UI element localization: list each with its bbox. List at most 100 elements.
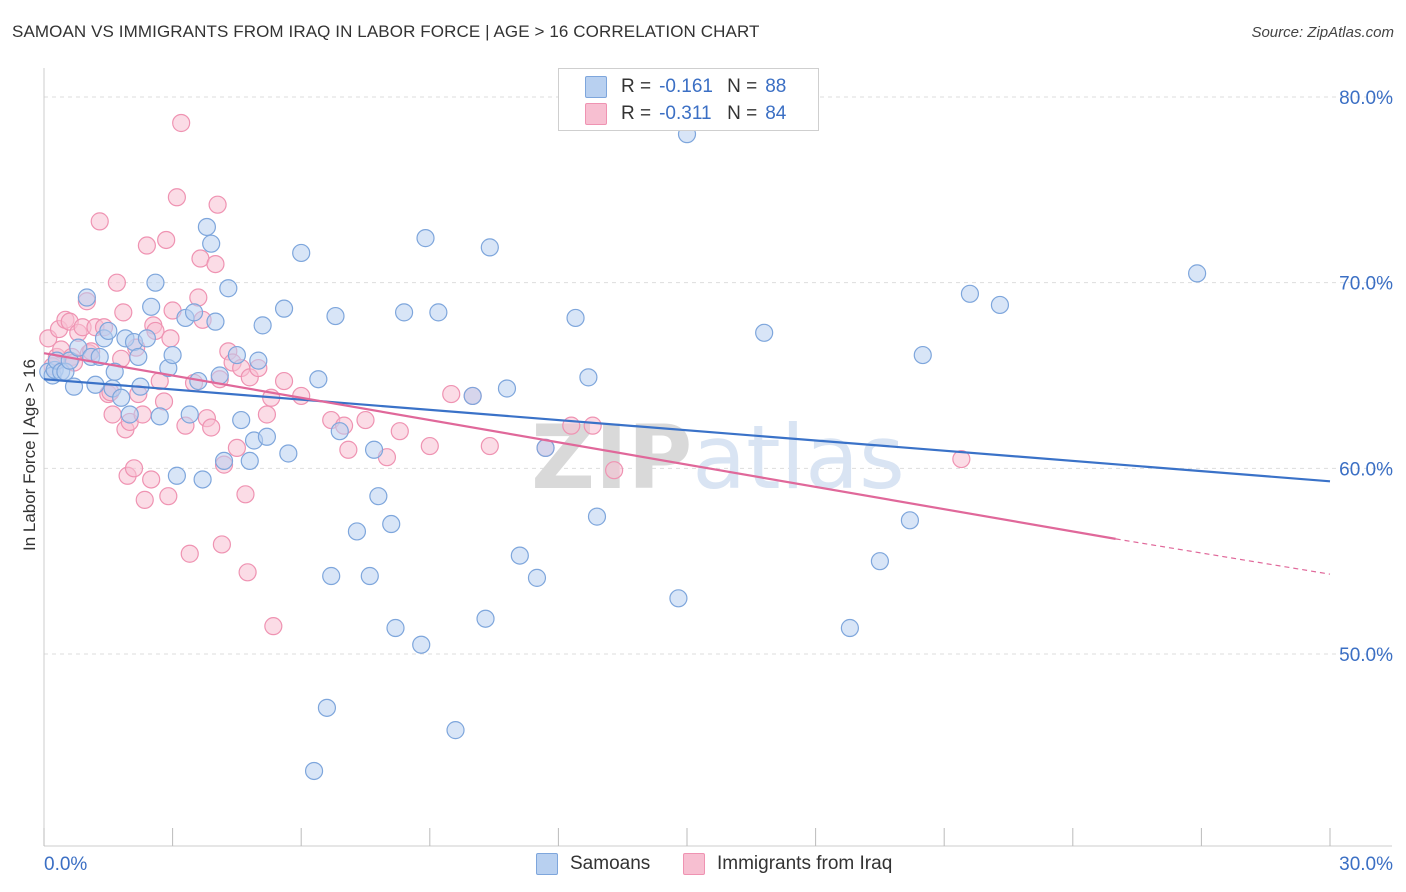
iraq-point — [159, 487, 178, 506]
bottom-legend-samoans: Samoans — [536, 852, 650, 876]
iraq-point — [202, 418, 221, 437]
iraq-point — [107, 273, 126, 292]
iraq-swatch — [683, 853, 705, 875]
legend-r-label: R = — [621, 76, 652, 97]
samoan-point — [527, 568, 547, 587]
samoan-point — [480, 238, 499, 257]
iraq-point — [952, 449, 971, 469]
legend-row-iraq: R = -0.311 N = 84 — [585, 102, 786, 126]
iraq-swatch — [585, 103, 607, 125]
iraq-point — [206, 255, 225, 274]
samoan-point — [510, 546, 529, 565]
samoan-point — [137, 329, 156, 348]
samoan-point — [112, 388, 131, 407]
watermark-zip: ZIP — [531, 406, 692, 509]
iraq-point — [90, 212, 109, 231]
correlation-legend: R = -0.161 N = 88 R = -0.311 N = 84 — [558, 68, 819, 131]
samoan-point — [202, 234, 221, 253]
iraq-point — [167, 188, 186, 207]
samoan-point — [163, 345, 182, 365]
iraq-point — [257, 405, 277, 424]
legend-r-value: -0.161 — [659, 76, 713, 97]
samoan-point — [240, 451, 259, 471]
samoan-point — [257, 427, 277, 446]
legend-r-label: R = — [621, 103, 652, 124]
samoan-point — [382, 514, 401, 534]
series-samoans-points — [39, 125, 1207, 781]
samoan-point — [304, 761, 324, 781]
samoan-point — [317, 698, 337, 717]
y-tick-label: 80.0% — [1339, 88, 1393, 109]
y-tick-label: 70.0% — [1339, 274, 1393, 295]
chart-source: Source: ZipAtlas.com — [1251, 24, 1394, 41]
samoan-point — [960, 284, 980, 303]
samoan-point — [566, 308, 585, 328]
samoan-point — [167, 466, 186, 485]
y-tick-label: 50.0% — [1339, 645, 1393, 666]
axis-layer — [43, 68, 1392, 847]
y-tick-label: 60.0% — [1339, 459, 1393, 480]
samoan-point — [77, 288, 96, 307]
series-immigrants-from-iraq-points — [39, 113, 971, 636]
samoan-point — [416, 229, 435, 248]
samoan-point — [69, 338, 88, 357]
iraq-point — [442, 384, 461, 404]
samoan-point — [330, 422, 349, 441]
tick-label-layer: 50.0% 60.0% 70.0% 80.0% 0.0% 30.0% — [44, 88, 1393, 875]
samoan-point — [913, 345, 932, 365]
x-tick-label: 0.0% — [44, 854, 87, 875]
iraq-point — [420, 436, 439, 456]
samoan-point — [1188, 264, 1207, 283]
iraq-point — [583, 416, 602, 435]
samoan-point — [99, 321, 118, 341]
bottom-legend-label: Samoans — [570, 853, 651, 874]
iraq-point — [180, 544, 199, 563]
legend-n-label: N = — [727, 76, 758, 97]
samoan-point — [105, 362, 124, 381]
iraq-point — [142, 470, 161, 489]
samoans-swatch — [585, 76, 607, 98]
chart-title: SAMOAN VS IMMIGRANTS FROM IRAQ IN LABOR … — [12, 22, 760, 41]
samoan-point — [274, 299, 294, 318]
bottom-legend-label: Immigrants from Iraq — [717, 853, 893, 874]
iraq-point — [236, 485, 255, 504]
samoan-point — [197, 217, 216, 237]
samoan-point — [146, 273, 165, 292]
legend-n-value: 84 — [765, 103, 787, 124]
iraq-point — [390, 422, 409, 441]
iraq-point — [212, 535, 231, 554]
bottom-legend-iraq: Immigrants from Iraq — [683, 852, 892, 876]
iraq-point — [356, 410, 375, 430]
samoan-point — [360, 566, 379, 586]
iraq-point — [480, 436, 499, 456]
iraq-point — [172, 113, 191, 133]
samoan-point — [669, 589, 688, 608]
samoan-point — [249, 351, 268, 370]
iraq-point — [103, 405, 122, 424]
samoan-point — [219, 279, 238, 298]
iraq-point — [339, 440, 358, 459]
samoan-point — [279, 444, 298, 463]
iraq-trend-extension — [1115, 538, 1331, 575]
samoan-point — [142, 297, 161, 316]
samoan-point — [840, 618, 859, 638]
samoan-point — [412, 635, 431, 654]
samoan-point — [210, 366, 229, 385]
samoans-trend-line — [43, 378, 1331, 483]
iraq-point — [114, 303, 133, 322]
samoan-point — [180, 405, 199, 424]
x-tick-label: 30.0% — [1339, 854, 1393, 875]
iraq-point — [238, 563, 257, 582]
iraq-point — [605, 461, 624, 480]
iraq-point — [137, 236, 156, 255]
samoan-point — [347, 522, 367, 541]
samoan-point — [292, 243, 311, 263]
samoan-point — [232, 410, 251, 430]
legend-row-samoans: R = -0.161 N = 88 — [585, 75, 786, 99]
legend-n-value: 88 — [765, 76, 787, 97]
samoan-point — [253, 316, 272, 335]
iraq-point — [264, 617, 283, 636]
samoan-point — [227, 345, 246, 365]
samoan-point — [463, 386, 482, 406]
